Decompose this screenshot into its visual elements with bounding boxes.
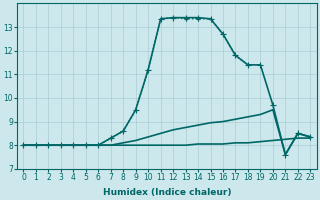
X-axis label: Humidex (Indice chaleur): Humidex (Indice chaleur) <box>103 188 231 197</box>
